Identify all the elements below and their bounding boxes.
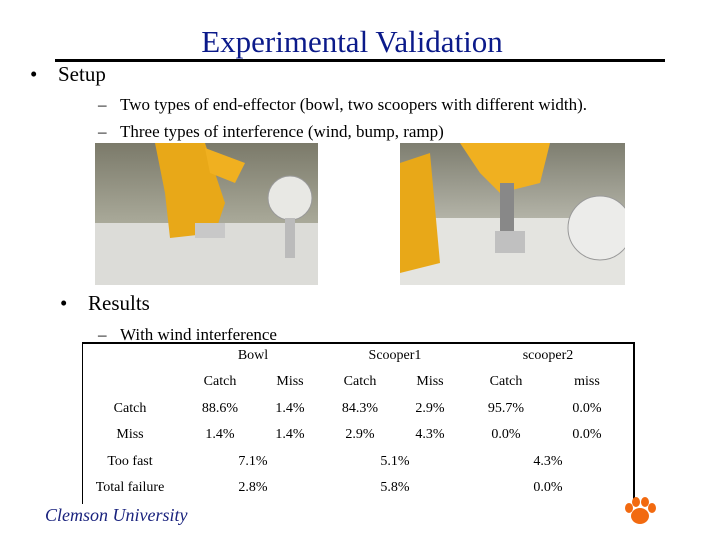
cell: 5.8% [380,480,410,495]
cell: 7.1% [238,454,268,469]
row-header: Miss [116,427,144,442]
dash: – [98,325,107,344]
photo-scooper [400,143,625,285]
column-header: Catch [203,374,237,389]
results-table [82,342,635,504]
title-rule [55,59,665,62]
cell: 1.4% [275,401,305,416]
title: Experimental Validation [201,24,503,59]
column-header: miss [574,374,600,389]
footer: Clemson University [45,505,188,525]
group-header: scooper2 [522,348,574,363]
cell: 2.9% [345,427,375,442]
group-header: Scooper1 [368,348,422,363]
bullet: • [30,62,38,86]
column-header: Catch [343,374,377,389]
cell: 88.6% [201,401,239,416]
row-header: Total failure [95,480,165,495]
cell: 0.0% [572,427,602,442]
row-header: Too fast [107,454,153,469]
paw-logo [625,497,656,524]
cell: 84.3% [341,401,379,416]
bullet-text: Setup [58,62,106,86]
bullet: • [60,291,68,315]
sub-bullet: With wind interference [120,325,277,344]
column-header: Miss [276,374,304,389]
cell: 1.4% [205,427,235,442]
cell: 5.1% [380,454,410,469]
cell: 2.9% [415,401,445,416]
cell: 1.4% [275,427,305,442]
column-header: Miss [416,374,444,389]
sub-bullet: Two types of end-effector (bowl, two sco… [120,95,587,114]
bullet-text: Results [88,291,150,315]
cell: 0.0% [572,401,602,416]
dash: – [98,122,107,141]
photo-bowl [95,143,318,285]
sub-bullet: Three types of interference (wind, bump,… [120,122,444,141]
dash: – [98,95,107,114]
cell: 4.3% [533,454,563,469]
group-header: Bowl [237,348,269,363]
cell: 4.3% [415,427,445,442]
cell: 0.0% [533,480,563,495]
row-header: Catch [113,401,147,416]
cell: 0.0% [491,427,521,442]
cell: 95.7% [487,401,525,416]
cell: 2.8% [238,480,268,495]
column-header: Catch [489,374,523,389]
